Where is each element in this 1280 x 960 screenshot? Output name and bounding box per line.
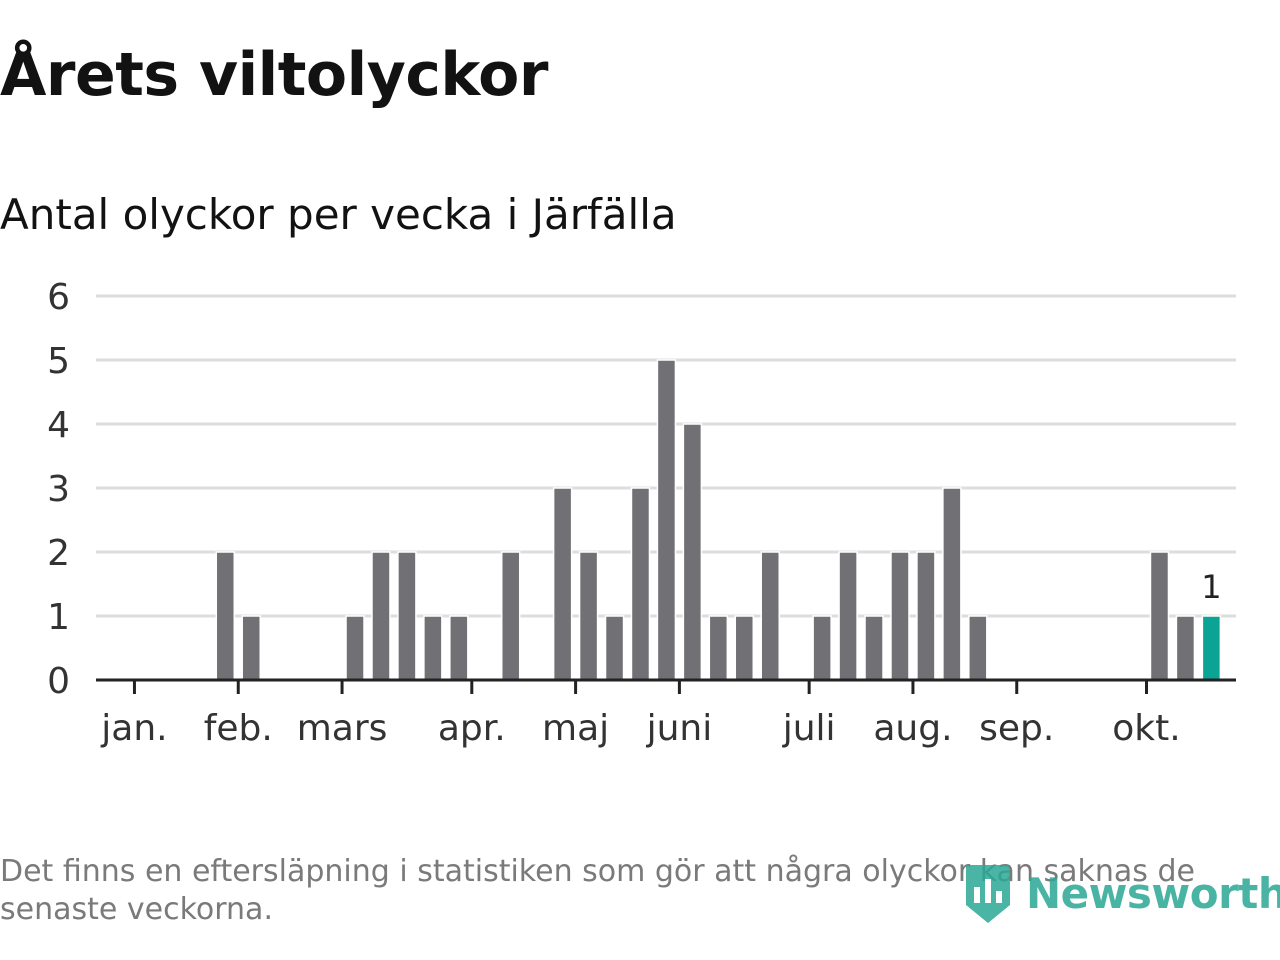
- x-tick-label: juni: [646, 708, 713, 749]
- y-tick-label: 2: [47, 533, 70, 574]
- y-tick-label: 0: [47, 661, 70, 702]
- bar: [1149, 551, 1170, 681]
- bar: [916, 551, 936, 681]
- bar: [397, 551, 417, 681]
- bar: [682, 423, 703, 681]
- bar: [942, 487, 962, 681]
- y-tick-label: 5: [47, 341, 70, 382]
- bar: [604, 615, 625, 681]
- x-tick-label: maj: [542, 708, 609, 749]
- x-tick-label: aug.: [873, 708, 952, 749]
- y-tick-label: 1: [47, 597, 70, 638]
- bar: [864, 615, 884, 681]
- data-label: 1: [1201, 568, 1221, 606]
- x-tick-label: jan.: [100, 708, 167, 749]
- y-tick-label: 3: [47, 469, 70, 510]
- newsworthy-logo: Newsworthy: [962, 858, 1280, 928]
- y-tick-label: 6: [47, 277, 70, 318]
- bar: [1175, 615, 1196, 681]
- bar: [449, 615, 469, 681]
- bar: [656, 359, 677, 681]
- bar: [630, 487, 651, 681]
- bar: [838, 551, 858, 681]
- bar: [500, 551, 521, 681]
- bar: [552, 487, 573, 681]
- y-axis: 0 1 2 3 4 5 6: [47, 277, 70, 702]
- bar: [1201, 615, 1222, 681]
- x-tick-label: apr.: [438, 708, 506, 749]
- x-tick-label: juli: [782, 708, 836, 749]
- bar: [371, 551, 391, 681]
- bars: [215, 359, 1222, 681]
- bar: [890, 551, 910, 681]
- bar: [760, 551, 780, 681]
- bar: [708, 615, 729, 681]
- bar-chart: 0 1 2 3 4 5 6 jan. feb. mars apr. maj juni juli aug. s…: [47, 277, 1236, 749]
- bar: [968, 615, 988, 681]
- bar-chart-shield-icon: [966, 865, 1010, 923]
- chart-title: Årets viltolyckor: [0, 40, 549, 110]
- logo-text: Newsworthy: [1026, 868, 1280, 918]
- bar: [241, 615, 261, 681]
- bar: [734, 615, 755, 681]
- x-tick-label: sep.: [979, 708, 1054, 749]
- bar: [578, 551, 599, 681]
- bar: [215, 551, 236, 681]
- bar: [345, 615, 365, 681]
- data-labels: 1: [1201, 568, 1221, 606]
- bar: [812, 615, 832, 681]
- x-tick-label: mars: [297, 708, 388, 749]
- y-tick-label: 4: [47, 405, 70, 446]
- chart-subtitle: Antal olyckor per vecka i Järfälla: [0, 190, 677, 239]
- bar: [423, 615, 443, 681]
- x-tick-label: feb.: [204, 708, 273, 749]
- x-tick-label: okt.: [1112, 708, 1180, 749]
- x-axis: jan. feb. mars apr. maj juni juli aug. sep. okt.: [96, 678, 1236, 749]
